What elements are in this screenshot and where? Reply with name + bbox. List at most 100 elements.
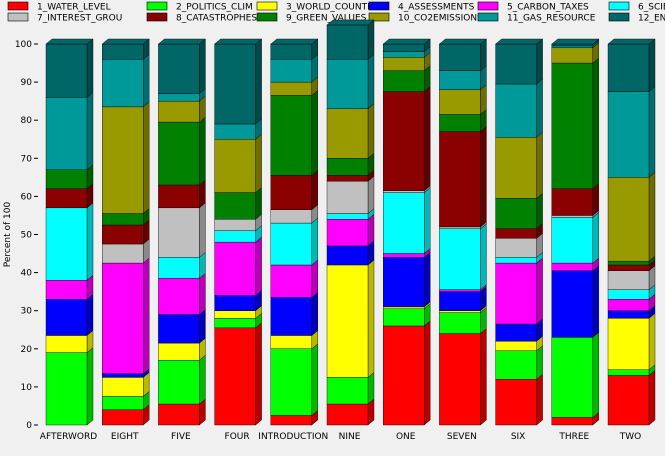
legend-label: 11_GAS_RESOURCE (507, 14, 596, 24)
category-label: FOUR (225, 432, 250, 442)
bar-front (158, 207, 200, 258)
legend-label: 4_ASSESSMENTS (398, 3, 475, 13)
bar-front (607, 177, 650, 262)
legend-swatch (608, 12, 630, 22)
bar-front (326, 403, 369, 426)
bar-segment (158, 251, 206, 279)
bar-front (270, 81, 312, 96)
bar-front (45, 299, 88, 336)
bar-front (439, 70, 481, 90)
bar-side (311, 259, 318, 298)
bar-segment (45, 91, 94, 171)
bar-front (607, 260, 650, 266)
bar-segment (439, 65, 487, 91)
bar-side (255, 133, 262, 194)
bar-front (101, 243, 144, 264)
bar-segment (607, 312, 656, 371)
bar-front (101, 262, 144, 374)
legend-swatch (368, 1, 390, 11)
legend-label: 6_SCIEN_FINDING (638, 3, 665, 13)
bar-segment (214, 38, 263, 125)
bar-front (607, 318, 650, 370)
bar-segment (214, 187, 262, 220)
bar-segment (439, 109, 487, 133)
bar-front (383, 257, 425, 308)
bar-front (439, 289, 481, 292)
bar-front (270, 335, 312, 349)
bar-stack (214, 38, 263, 426)
bar-side (86, 293, 94, 336)
bar-front (383, 190, 425, 193)
category-label: SEVEN (447, 432, 477, 442)
bar-front (214, 139, 256, 193)
bar-side (536, 192, 543, 230)
bar-side (536, 78, 543, 138)
bar-side (536, 257, 543, 325)
bar-front (551, 337, 593, 418)
bar-segment (495, 257, 543, 325)
bar-segment (158, 202, 206, 258)
bar-front (439, 291, 481, 311)
bar-segment (45, 293, 94, 336)
bar-front (439, 310, 481, 313)
bar-front (607, 43, 650, 92)
bar-segment (383, 303, 431, 327)
bar-front (270, 264, 312, 298)
bar-front (551, 47, 593, 64)
category-label: NINE (339, 432, 361, 442)
y-tick-label: 0 (26, 421, 32, 431)
bar-stack (382, 38, 431, 426)
bar-front (214, 123, 256, 140)
bar-segment (383, 51, 431, 72)
bar-segment (270, 204, 318, 224)
bar-side (367, 53, 375, 110)
bar-segment (270, 291, 318, 336)
bar-front (383, 51, 425, 58)
bar-front (158, 93, 200, 102)
bar-side (142, 101, 150, 214)
bar-segment (607, 86, 656, 178)
bar-segment (101, 219, 150, 245)
legend-item: 6_SCIEN_FINDING (608, 1, 665, 13)
bar-front (383, 43, 425, 52)
bar-front (214, 327, 256, 426)
bar-side (255, 322, 262, 426)
bar-front (270, 95, 312, 176)
bar-front (214, 295, 256, 311)
bar-front (45, 188, 88, 209)
bar-segment (383, 320, 431, 426)
bar-front (158, 360, 200, 405)
y-tick-label: 40 (21, 269, 33, 279)
bar-side (311, 170, 318, 211)
bar-front (383, 91, 425, 191)
bar-top (157, 38, 206, 45)
bar-segment (158, 272, 206, 315)
bar-side (367, 19, 375, 60)
bar-front (158, 278, 200, 315)
category-label: EIGHT (111, 432, 139, 442)
bar-segment (551, 42, 599, 64)
bar-stack (551, 38, 600, 426)
bar-front (326, 24, 369, 60)
bar-segment (551, 57, 599, 190)
bar-segment (495, 232, 543, 258)
bar-segment (326, 213, 375, 247)
bar-side (311, 343, 318, 416)
bar-side (255, 187, 262, 220)
bar-segment (495, 318, 543, 342)
category-label: INTRODUCTION (258, 432, 328, 442)
bar-top (214, 38, 263, 45)
bar-segment (45, 202, 94, 281)
bar-side (536, 38, 543, 85)
bar-front (607, 369, 650, 376)
bar-segment (326, 175, 375, 214)
bar-segment (326, 19, 375, 60)
bar-front (101, 377, 144, 397)
bar-segment (495, 131, 543, 199)
bar-segment (382, 38, 431, 53)
bar-front (326, 213, 369, 220)
bar-front (439, 131, 481, 228)
bar-front (214, 192, 256, 220)
bar-side (199, 202, 206, 258)
